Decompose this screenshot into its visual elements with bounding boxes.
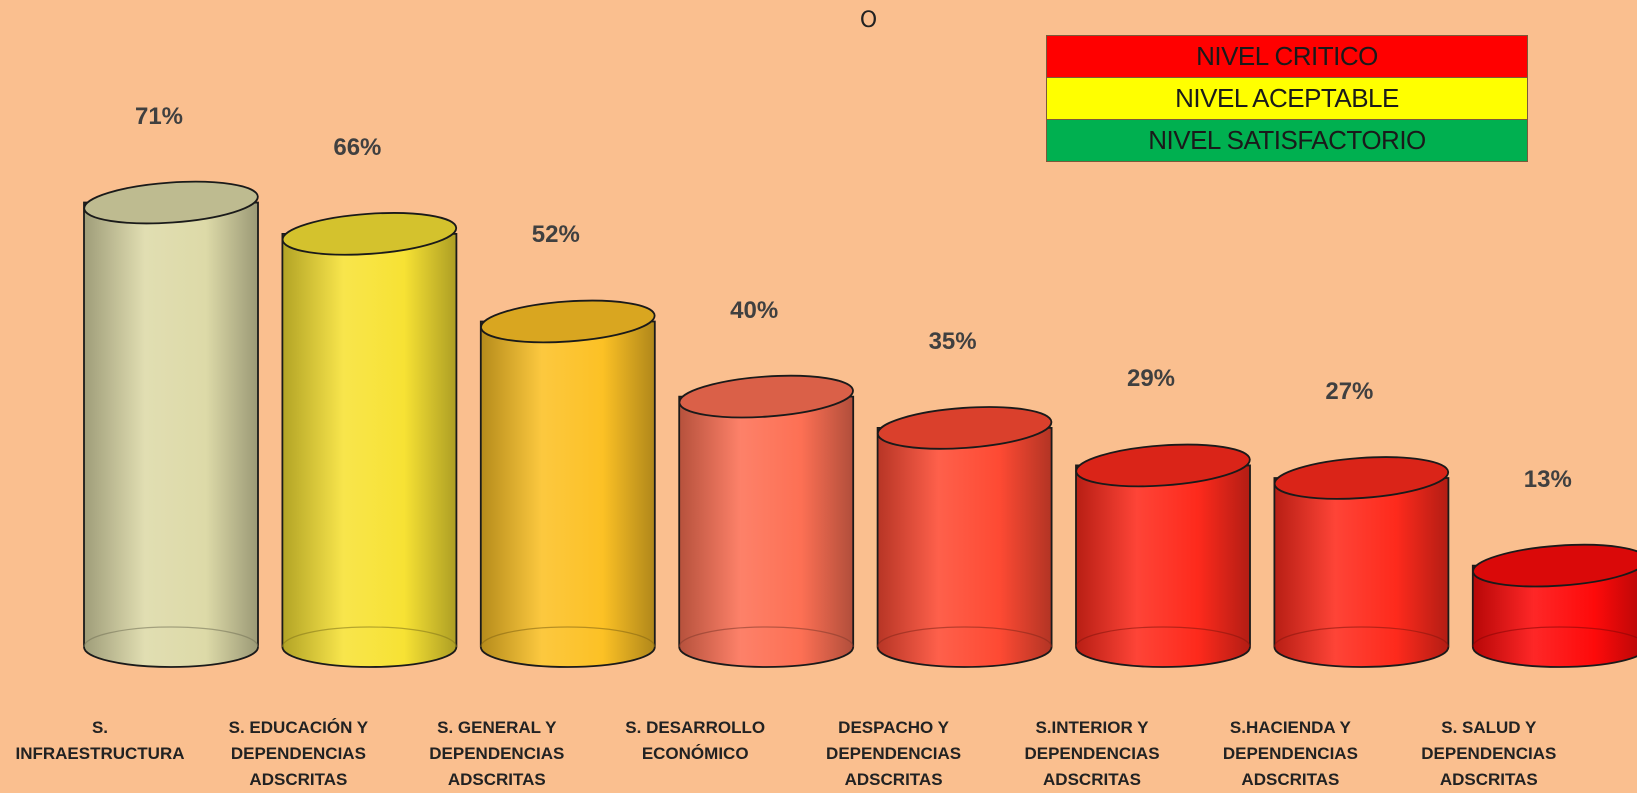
bar-body bbox=[1471, 564, 1637, 668]
legend-item-critico: NIVEL CRITICO bbox=[1047, 36, 1527, 78]
data-label: 52% bbox=[531, 221, 580, 249]
bar-base-back-edge bbox=[480, 626, 656, 648]
bar-base-back-edge bbox=[1075, 626, 1251, 648]
bar-top-face bbox=[1075, 443, 1251, 488]
bar-cylinder bbox=[479, 299, 656, 668]
bar-cylinder bbox=[678, 374, 855, 668]
bar-cylinder bbox=[1273, 456, 1450, 668]
bar-base-back-edge bbox=[678, 626, 854, 648]
x-tick-label: S.HACIENDA Y DEPENDENCIAS ADSCRITAS bbox=[1222, 718, 1358, 789]
bar-base-back-edge bbox=[83, 626, 259, 648]
data-label: 27% bbox=[1325, 377, 1374, 405]
legend: NIVEL CRITICO NIVEL ACEPTABLE NIVEL SATI… bbox=[1046, 35, 1528, 162]
bar-body bbox=[678, 395, 855, 668]
bar-cylinder bbox=[281, 212, 458, 668]
bar-cylinder bbox=[83, 180, 259, 668]
bar-top-face bbox=[678, 374, 854, 419]
x-tick-label: S. INFRAESTRUCTURA bbox=[15, 718, 185, 763]
bar-base-back-edge bbox=[1273, 626, 1449, 648]
data-label: 13% bbox=[1523, 465, 1572, 493]
bar-cylinder bbox=[876, 406, 1053, 668]
bar-base-back-edge bbox=[281, 626, 457, 648]
bar-cylinder bbox=[1075, 443, 1251, 668]
bar-cylinder bbox=[1471, 543, 1637, 668]
data-label: 40% bbox=[730, 296, 779, 324]
data-label: 29% bbox=[1126, 365, 1176, 393]
x-tick-label: DESPACHO Y DEPENDENCIAS ADSCRITAS bbox=[826, 718, 962, 789]
bar-top-face bbox=[83, 180, 259, 225]
bar-body bbox=[1273, 477, 1450, 668]
bar-body bbox=[1075, 464, 1251, 668]
legend-item-satisfactorio: NIVEL SATISFACTORIO bbox=[1047, 120, 1527, 161]
bar-top-face bbox=[876, 406, 1053, 450]
x-tick-label: S. GENERAL Y DEPENDENCIAS ADSCRITAS bbox=[429, 718, 565, 789]
bar-body bbox=[83, 201, 259, 668]
bar-top-face bbox=[1273, 456, 1450, 500]
x-tick-label: S. SALUD Y DEPENDENCIAS ADSCRITAS bbox=[1421, 718, 1557, 789]
data-label: 71% bbox=[134, 102, 184, 130]
bar-top-face bbox=[281, 212, 458, 256]
bar-body bbox=[876, 427, 1053, 668]
legend-item-aceptable: NIVEL ACEPTABLE bbox=[1047, 78, 1527, 120]
bar-top-face bbox=[480, 299, 656, 344]
data-label: 66% bbox=[333, 133, 382, 161]
x-tick-label: S. EDUCACIÓN Y DEPENDENCIAS ADSCRITAS bbox=[228, 718, 369, 789]
chart-title: O bbox=[859, 8, 878, 33]
bar-base-back-edge bbox=[1472, 626, 1637, 648]
x-tick-label: S. DESARROLLO ECONÓMICO bbox=[625, 718, 766, 763]
data-label: 35% bbox=[928, 327, 977, 355]
x-tick-label: S.INTERIOR Y DEPENDENCIAS ADSCRITAS bbox=[1024, 718, 1160, 789]
bar-body bbox=[281, 232, 458, 668]
bar-body bbox=[479, 320, 656, 668]
bar-top-face bbox=[1472, 543, 1637, 588]
bar-base-back-edge bbox=[877, 626, 1053, 648]
